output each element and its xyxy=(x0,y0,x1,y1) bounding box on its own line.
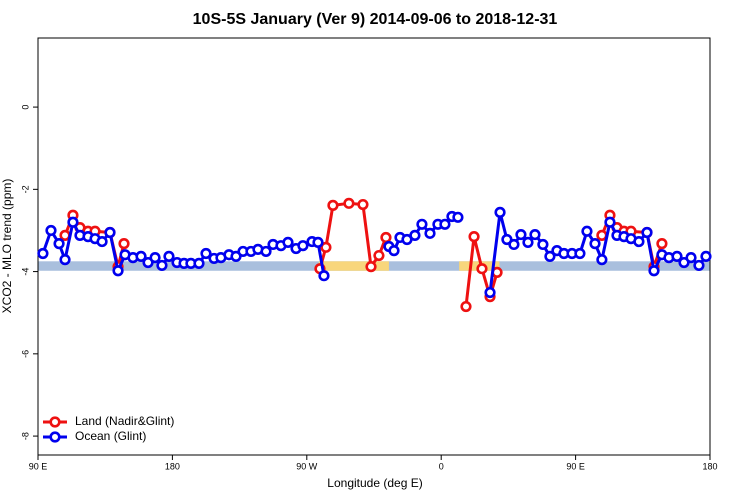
data-point xyxy=(230,250,242,262)
data-point xyxy=(312,236,324,248)
data-point xyxy=(135,250,147,262)
data-point xyxy=(424,227,436,239)
data-point xyxy=(357,198,369,211)
data-point xyxy=(416,218,428,230)
data-point xyxy=(468,231,480,243)
land-band xyxy=(318,261,389,271)
data-point xyxy=(59,254,71,266)
y-tick-label: -2 xyxy=(20,185,30,193)
data-point xyxy=(678,256,690,269)
x-tick-label: 90 E xyxy=(29,461,48,471)
data-point xyxy=(53,238,65,250)
data-point xyxy=(574,247,586,260)
data-point xyxy=(409,229,421,241)
data-point xyxy=(388,245,400,257)
data-point xyxy=(589,238,601,250)
data-point xyxy=(648,265,660,277)
data-point xyxy=(529,228,541,241)
data-point xyxy=(693,259,705,272)
data-point xyxy=(282,236,294,248)
plot-frame xyxy=(37,37,711,456)
x-axis-label: Longitude (deg E) xyxy=(327,476,422,490)
data-point xyxy=(373,249,385,262)
data-point xyxy=(260,245,272,258)
data-point xyxy=(544,250,556,262)
data-point xyxy=(641,226,653,239)
data-point xyxy=(537,238,549,251)
data-point xyxy=(112,265,124,277)
data-point xyxy=(104,226,116,239)
data-point xyxy=(671,250,683,262)
data-point xyxy=(581,225,593,237)
data-point xyxy=(327,199,339,211)
data-point xyxy=(596,254,608,266)
legend-label: Land (Nadir&Glint) xyxy=(75,414,174,428)
data-point xyxy=(142,256,154,269)
data-point xyxy=(501,233,513,246)
data-point xyxy=(343,197,355,209)
data-point xyxy=(633,235,645,248)
data-point xyxy=(508,238,520,251)
data-point xyxy=(365,261,377,273)
data-point xyxy=(484,286,496,299)
data-point xyxy=(685,252,697,264)
data-point xyxy=(380,231,392,244)
data-point xyxy=(522,236,534,248)
data-point xyxy=(604,216,616,228)
data-point xyxy=(297,240,309,252)
legend-label: Ocean (Glint) xyxy=(75,429,146,443)
data-point xyxy=(460,300,472,313)
data-point xyxy=(96,235,108,248)
legend-marker xyxy=(49,431,61,443)
legend-marker xyxy=(49,416,61,428)
data-point xyxy=(200,247,212,260)
y-tick-label: -8 xyxy=(20,432,30,440)
data-point xyxy=(439,218,451,230)
data-point xyxy=(320,241,332,253)
data-point xyxy=(163,250,175,262)
data-point xyxy=(318,270,330,282)
data-point xyxy=(452,211,464,223)
data-point xyxy=(596,229,608,241)
x-tick-label: 90 W xyxy=(296,461,318,471)
y-tick-label: -6 xyxy=(20,350,30,358)
data-point xyxy=(149,252,161,264)
data-point xyxy=(193,257,205,269)
x-tick-label: 180 xyxy=(165,461,180,471)
y-tick-label: -4 xyxy=(20,268,30,276)
y-tick-label: 0 xyxy=(20,105,30,110)
data-point xyxy=(476,263,488,275)
y-axis-label: XCO2 - MLO trend (ppm) xyxy=(0,179,14,314)
data-point xyxy=(700,250,712,262)
chart-title: 10S-5S January (Ver 9) 2014-09-06 to 201… xyxy=(193,11,558,28)
x-tick-label: 0 xyxy=(439,461,444,471)
data-point xyxy=(37,247,49,260)
data-point xyxy=(156,259,168,272)
data-point xyxy=(45,224,57,237)
x-tick-label: 180 xyxy=(702,461,717,471)
data-point xyxy=(515,228,527,241)
x-tick-label: 90 E xyxy=(566,461,585,471)
data-point xyxy=(67,216,79,228)
data-point xyxy=(118,238,130,250)
data-point xyxy=(494,206,506,218)
data-point xyxy=(656,238,668,250)
